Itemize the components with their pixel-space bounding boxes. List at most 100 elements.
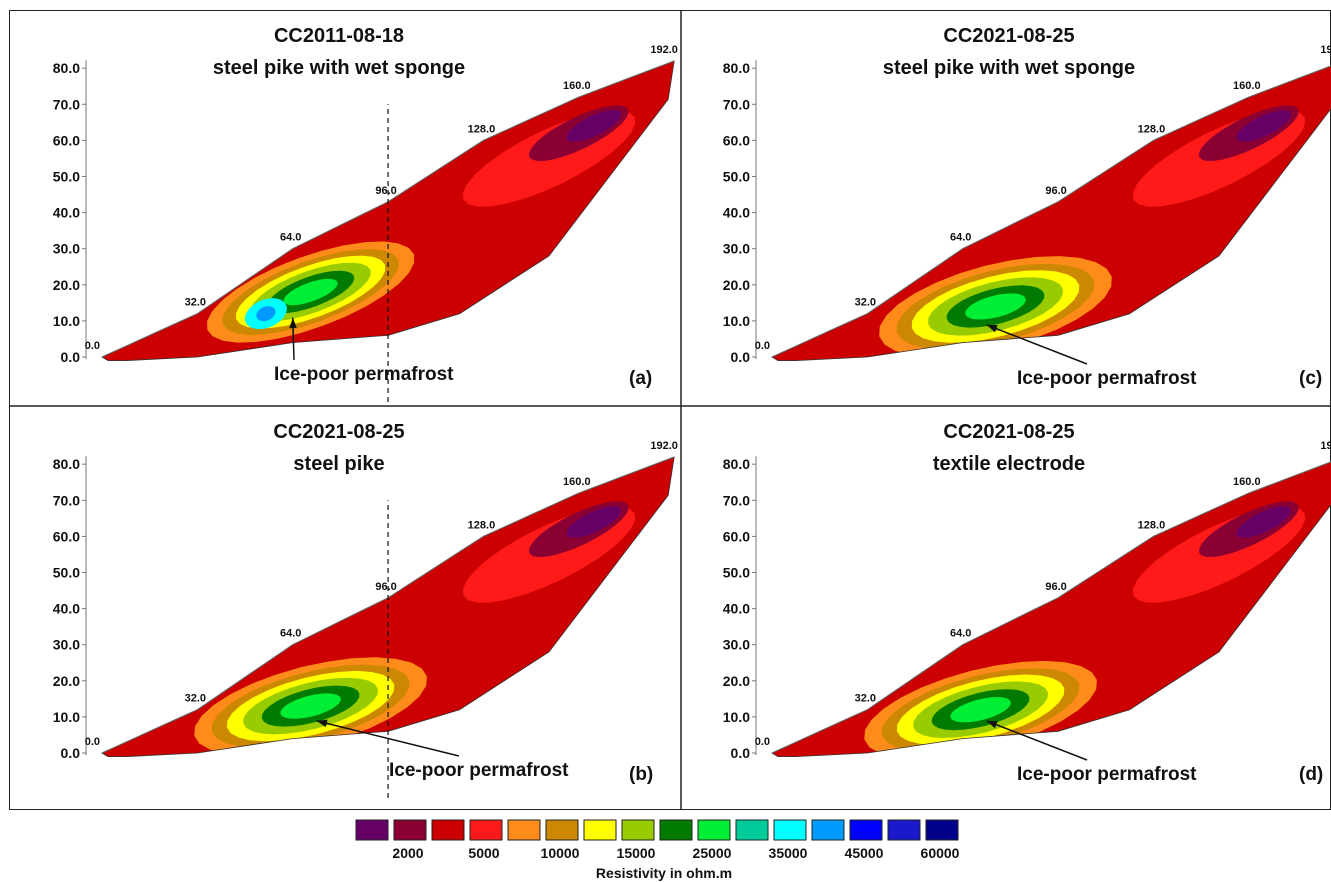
zone-purple — [566, 110, 621, 142]
y-tick-label: 40.0 — [723, 601, 750, 617]
distance-marker: 64.0 — [280, 628, 301, 640]
annotation-arrow — [986, 324, 1088, 365]
y-tick-label: 30.0 — [53, 637, 80, 653]
y-tick-label: 80.0 — [723, 456, 750, 472]
y-tick-label: 70.0 — [723, 492, 750, 508]
distance-marker: 32.0 — [185, 693, 206, 705]
zone-purple — [1236, 506, 1291, 538]
y-tick-label: 70.0 — [723, 96, 750, 112]
y-tick-label: 30.0 — [53, 241, 80, 257]
y-tick-label: 60.0 — [53, 132, 80, 148]
distance-marker: 192.0 — [650, 44, 678, 56]
panel-b: 0.0 10.0 20.0 30.0 40.0 50.0 60.0 70.0 80.0 0.0 32… — [53, 421, 678, 798]
panel-title: CC2021-08-25 — [943, 421, 1074, 443]
y-tick-label: 60.0 — [723, 528, 750, 544]
y-tick-label: 30.0 — [723, 241, 750, 257]
distance-marker: 160.0 — [1233, 80, 1261, 92]
annotation-label: Ice-poor permafrost — [1017, 368, 1197, 389]
panel-label: (d) — [1299, 764, 1323, 785]
y-tick-label: 40.0 — [53, 601, 80, 617]
y-tick-label: 50.0 — [723, 169, 750, 185]
section-base — [772, 457, 1331, 757]
distance-marker: 160.0 — [563, 476, 591, 488]
resistivity-section — [772, 61, 1331, 361]
panel-d: 0.0 10.0 20.0 30.0 40.0 50.0 60.0 70.0 80.0 0.0 32… — [723, 421, 1331, 785]
legend-swatch — [773, 819, 807, 841]
legend-tick-label: 45000 — [845, 845, 884, 861]
y-tick-label: 10.0 — [723, 313, 750, 329]
legend-swatch — [621, 819, 655, 841]
distance-marker: 128.0 — [468, 123, 496, 135]
y-tick-label: 0.0 — [731, 349, 751, 365]
y-tick-label: 20.0 — [53, 277, 80, 293]
y-tick-label: 20.0 — [723, 277, 750, 293]
y-tick-label: 80.0 — [53, 60, 80, 76]
y-tick-label: 10.0 — [723, 709, 750, 725]
y-tick-label: 40.0 — [723, 205, 750, 221]
distance-marker: 96.0 — [375, 581, 396, 593]
annotation-label: Ice-poor permafrost — [274, 364, 454, 385]
arrow-head — [986, 324, 998, 333]
legend-swatch — [887, 819, 921, 841]
distance-marker: 192.0 — [1320, 440, 1331, 452]
distance-marker: 32.0 — [855, 297, 876, 309]
legend-tick-label: 60000 — [921, 845, 960, 861]
y-tick-label: 60.0 — [723, 132, 750, 148]
distance-marker: 96.0 — [1045, 185, 1066, 197]
y-tick-label: 0.0 — [61, 349, 81, 365]
legend-tick-label: 5000 — [468, 845, 499, 861]
zone-ring-5 — [965, 293, 1026, 320]
y-tick-label: 50.0 — [723, 565, 750, 581]
distance-marker: 64.0 — [280, 232, 301, 244]
distance-marker: 0.0 — [755, 736, 770, 748]
panel-title: CC2021-08-25 — [273, 421, 404, 443]
distance-marker: 128.0 — [468, 519, 496, 531]
distance-marker: 192.0 — [650, 440, 678, 452]
legend-tick-label: 25000 — [693, 845, 732, 861]
panel-title: CC2021-08-25 — [943, 25, 1074, 47]
arrow-head — [986, 720, 998, 729]
legend-swatch — [545, 819, 579, 841]
arrow-head — [289, 317, 297, 329]
y-tick-label: 20.0 — [723, 673, 750, 689]
legend-tick-label: 10000 — [541, 845, 580, 861]
ground-surface — [771, 65, 1331, 358]
y-tick-label: 50.0 — [53, 169, 80, 185]
distance-marker: 128.0 — [1138, 519, 1166, 531]
panel-c: 0.0 10.0 20.0 30.0 40.0 50.0 60.0 70.0 80.0 0.0 32… — [723, 25, 1331, 389]
legend-swatch — [507, 819, 541, 841]
annotation-arrow — [316, 720, 460, 757]
y-tick-label: 80.0 — [723, 60, 750, 76]
y-tick-label: 40.0 — [53, 205, 80, 221]
distance-marker: 160.0 — [563, 80, 591, 92]
distance-marker: 0.0 — [85, 736, 100, 748]
legend-swatch — [849, 819, 883, 841]
zone-purple — [566, 506, 621, 538]
legend-swatch — [431, 819, 465, 841]
resistivity-section — [772, 457, 1331, 757]
zone-blue — [256, 306, 276, 322]
annotation-label: Ice-poor permafrost — [1017, 764, 1197, 785]
panel-title: CC2011-08-18 — [274, 25, 404, 47]
zone-ring-5 — [283, 278, 338, 306]
distance-marker: 96.0 — [375, 185, 396, 197]
panel-subtitle: steel pike — [293, 453, 384, 475]
panel-a: 0.0 10.0 20.0 30.0 40.0 50.0 60.0 70.0 80.0 0.0 32… — [53, 25, 678, 402]
distance-marker: 0.0 — [85, 340, 100, 352]
legend-swatch — [697, 819, 731, 841]
panel-subtitle: steel pike with wet sponge — [213, 57, 465, 79]
section-base — [772, 61, 1331, 361]
panel-label: (a) — [629, 368, 652, 389]
distance-marker: 64.0 — [950, 628, 971, 640]
distance-marker: 32.0 — [855, 693, 876, 705]
y-tick-label: 70.0 — [53, 96, 80, 112]
distance-marker: 32.0 — [185, 297, 206, 309]
panels-layer: 0.0 10.0 20.0 30.0 40.0 50.0 60.0 70.0 80.0 0.0 32… — [53, 25, 1331, 798]
panel-label: (b) — [629, 764, 653, 785]
legend-swatch — [811, 819, 845, 841]
legend-tick-label: 35000 — [769, 845, 808, 861]
legend-swatch — [925, 819, 959, 841]
legend-swatch — [659, 819, 693, 841]
legend-swatch — [469, 819, 503, 841]
